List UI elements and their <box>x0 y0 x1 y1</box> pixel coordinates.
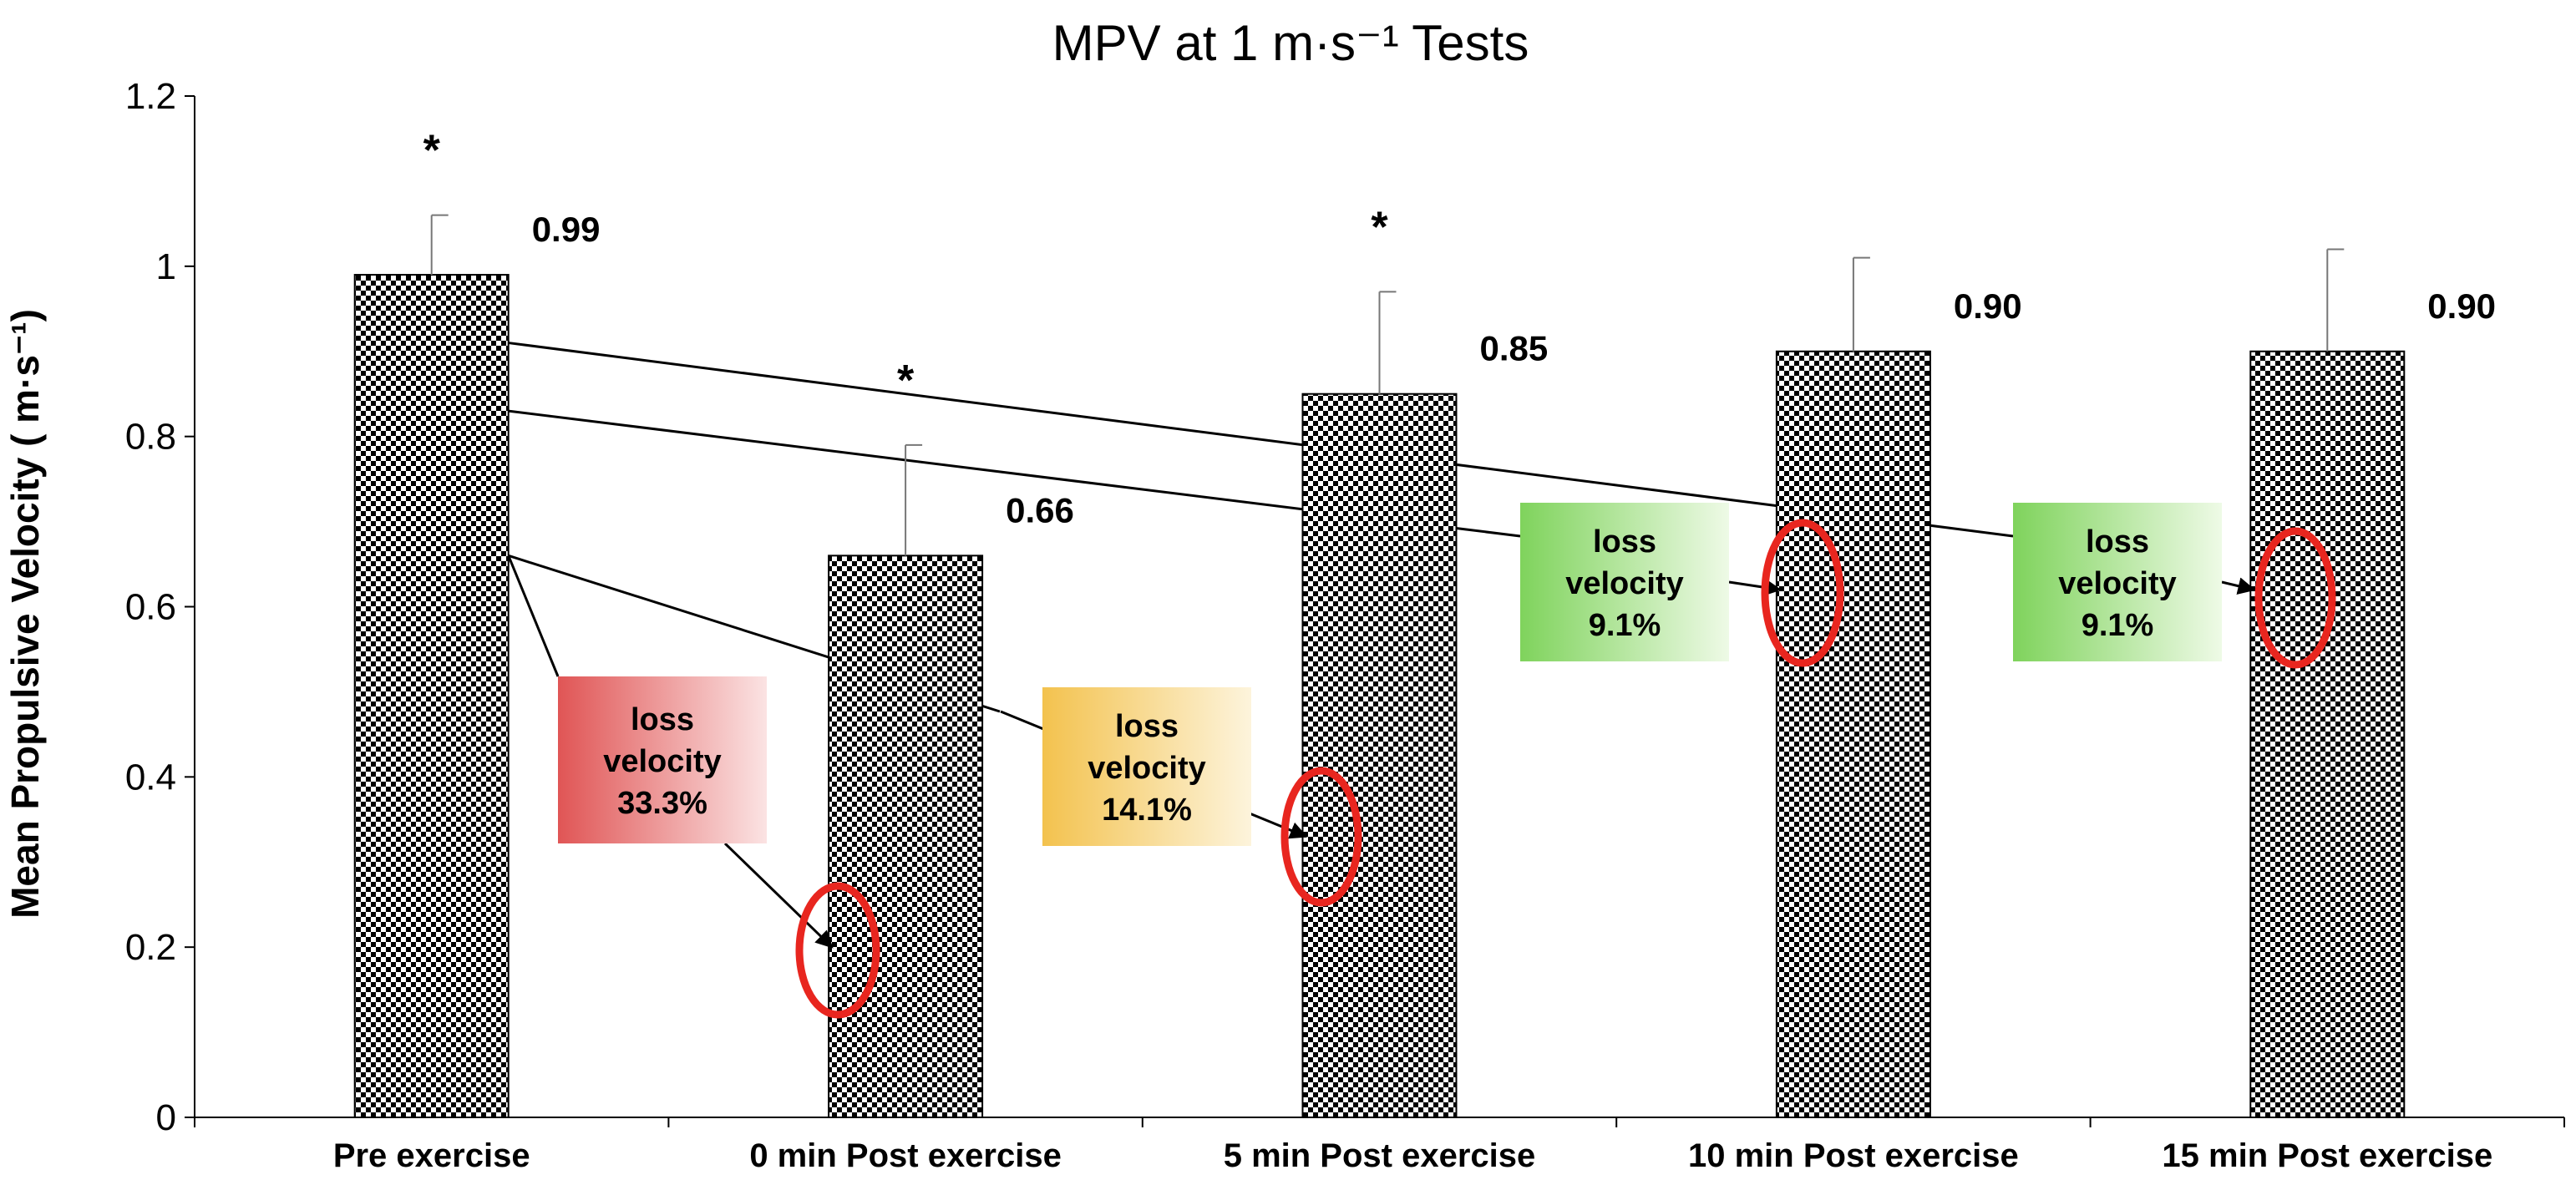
x-tick-label: 10 min Post exercise <box>1688 1137 2019 1174</box>
loss-box-line3: 9.1% <box>2082 608 2154 643</box>
bar <box>828 555 984 1118</box>
y-tick-label: 1 <box>156 246 176 287</box>
y-tick-label: 0.6 <box>125 587 176 628</box>
bar <box>1301 392 1458 1119</box>
loss-box-line3: 9.1% <box>1589 608 1661 643</box>
data-label: 0.66 <box>1006 490 1074 529</box>
loss-box-line1: loss <box>631 702 694 737</box>
y-axis-label: Mean Propulsive Velocity ( m·s⁻¹) <box>3 309 47 919</box>
chart-title: MPV at 1 m·s⁻¹ Tests <box>1052 15 1529 71</box>
highlight-ellipse <box>1761 519 1844 667</box>
x-tick-label: 15 min Post exercise <box>2162 1137 2492 1174</box>
loss-box-line2: velocity <box>1565 566 1684 601</box>
significance-marker: * <box>423 127 441 175</box>
highlight-ellipse <box>2254 527 2336 669</box>
y-tick-label: 1.2 <box>125 76 176 117</box>
connector-line <box>507 555 560 677</box>
y-tick-label: 0.4 <box>125 757 176 798</box>
data-label: 0.85 <box>1480 329 1549 368</box>
x-tick-label: 0 min Post exercise <box>749 1137 1062 1174</box>
data-label: 0.99 <box>532 210 601 249</box>
loss-box <box>1042 687 1251 846</box>
data-label: 0.90 <box>1954 286 2022 326</box>
loss-box-line2: velocity <box>2058 566 2177 601</box>
connector-line <box>508 342 2014 538</box>
bar <box>2249 350 2406 1118</box>
y-tick-label: 0.8 <box>125 417 176 458</box>
bar <box>353 274 510 1118</box>
data-label: 0.90 <box>2427 286 2496 326</box>
loss-arrow <box>2221 577 2256 595</box>
x-tick-label: 5 min Post exercise <box>1224 1137 1536 1174</box>
axes: 0 0.2 0.4 0.6 0.8 1 1.2 Pre exercise 0 min Post … <box>125 76 2565 1174</box>
loss-box-line3: 33.3% <box>617 786 707 821</box>
loss-box-line1: loss <box>1115 709 1179 744</box>
loss-annotations: loss velocity 33.3% loss velocity 14.1% loss ve… <box>558 503 2336 1019</box>
x-tick-label: Pre exercise <box>333 1137 530 1174</box>
highlight-ellipse <box>1280 767 1362 907</box>
significance-marker: * <box>1371 203 1388 251</box>
loss-arrow <box>723 842 834 949</box>
loss-box-line1: loss <box>1593 524 1656 560</box>
bars: 0.99 * 0.66 * 0.85 * 0.90 0.90 <box>353 127 2496 1119</box>
loss-box-line2: velocity <box>603 744 722 779</box>
y-tick-label: 0.2 <box>125 927 176 968</box>
bar <box>1775 350 1931 1118</box>
highlight-ellipse <box>795 882 880 1019</box>
significance-marker: * <box>897 357 915 405</box>
loss-box-line1: loss <box>2086 524 2149 560</box>
loss-arrow <box>1728 578 1782 596</box>
y-tick-label: 0 <box>156 1097 176 1138</box>
loss-box-line2: velocity <box>1088 751 1206 786</box>
loss-box <box>558 676 767 843</box>
loss-box <box>1520 503 1729 661</box>
loss-box-line3: 14.1% <box>1102 793 1192 828</box>
loss-box <box>2013 503 2222 661</box>
